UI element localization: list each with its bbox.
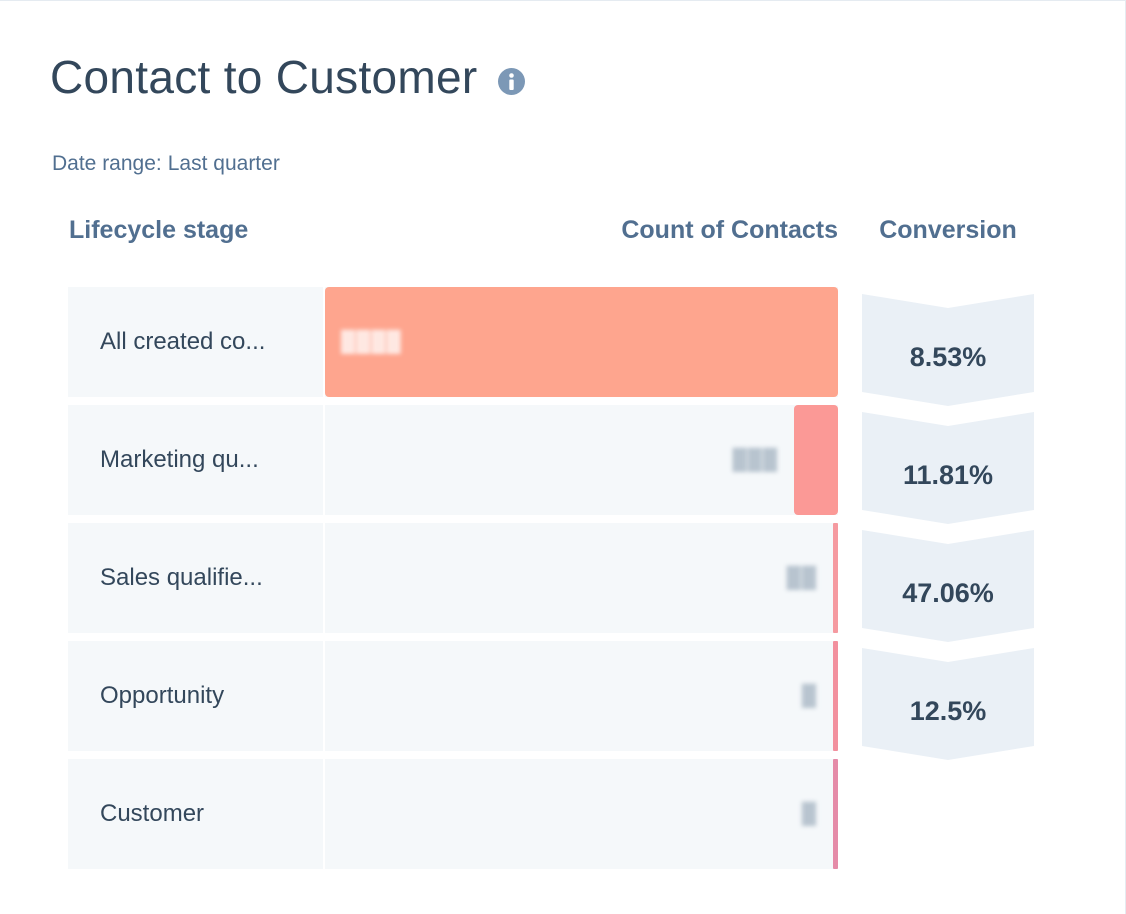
chevron-shape bbox=[862, 648, 1034, 760]
conversion-rate: 8.53% bbox=[909, 342, 987, 372]
stage-label: Sales qualifie... bbox=[100, 564, 263, 591]
funnel-bar[interactable] bbox=[325, 287, 838, 397]
column-header-lifecycle-stage: Lifecycle stage bbox=[69, 216, 249, 244]
conversion-chevron: 11.81% bbox=[862, 412, 1034, 524]
conversion-chevron: 12.5% bbox=[862, 648, 1034, 760]
date-range-label: Date range: bbox=[52, 152, 162, 175]
count-value: ███ bbox=[732, 449, 778, 471]
bar-cell: ████ bbox=[325, 287, 838, 397]
stage-label: Opportunity bbox=[100, 682, 225, 709]
funnel-row[interactable]: Sales qualifie... ██ bbox=[68, 523, 838, 633]
column-header-count: Count of Contacts bbox=[621, 216, 838, 244]
bar-cell: █ bbox=[325, 759, 838, 869]
stage-label-cell: Customer bbox=[68, 759, 323, 869]
chevron-polygon bbox=[862, 648, 1034, 760]
funnel-row[interactable]: Marketing qu... ███ bbox=[68, 405, 838, 515]
report-title: Contact to Customer bbox=[50, 51, 478, 103]
conversion-rate: 47.06% bbox=[902, 578, 994, 608]
count-value: ████ bbox=[341, 331, 402, 353]
chevron-polygon bbox=[862, 412, 1034, 524]
bar-cell: ███ bbox=[325, 405, 838, 515]
conversion-rate: 11.81% bbox=[902, 460, 994, 490]
funnel-bar[interactable] bbox=[794, 405, 838, 515]
date-range[interactable]: Date range: Last quarter bbox=[52, 151, 286, 177]
chevron-shape bbox=[862, 294, 1034, 406]
column-header-conversion: Conversion bbox=[879, 216, 1017, 244]
conversion-chevron: 8.53% bbox=[862, 294, 1034, 406]
info-icon[interactable] bbox=[497, 67, 525, 95]
stage-label: Customer bbox=[100, 800, 205, 827]
bar-cell: ██ bbox=[325, 523, 838, 633]
stage-label: All created co... bbox=[100, 328, 266, 355]
count-value: ██ bbox=[786, 567, 817, 589]
bar-cell: █ bbox=[325, 641, 838, 751]
chevron-polygon bbox=[862, 294, 1034, 406]
stage-label-cell: Opportunity bbox=[68, 641, 323, 751]
funnel-row[interactable]: Customer █ bbox=[68, 759, 838, 869]
funnel-row[interactable]: All created co... ████ bbox=[68, 287, 838, 397]
stage-label-cell: Marketing qu... bbox=[68, 405, 323, 515]
count-value: █ bbox=[801, 685, 817, 707]
stage-label: Marketing qu... bbox=[100, 446, 259, 473]
count-value: █ bbox=[801, 803, 817, 825]
chevron-polygon bbox=[862, 530, 1034, 642]
stage-label-cell: Sales qualifie... bbox=[68, 523, 323, 633]
conversion-chevron: 47.06% bbox=[862, 530, 1034, 642]
date-range-value: Last quarter bbox=[167, 152, 280, 175]
chevron-shape bbox=[862, 412, 1034, 524]
funnel-row[interactable]: Opportunity █ bbox=[68, 641, 838, 751]
funnel-bar[interactable] bbox=[833, 523, 838, 633]
funnel-bar[interactable] bbox=[833, 641, 838, 751]
report-header: Contact to Customer bbox=[50, 49, 525, 105]
conversion-rate: 12.5% bbox=[909, 696, 987, 726]
stage-label-cell: All created co... bbox=[68, 287, 323, 397]
funnel-bar[interactable] bbox=[833, 759, 838, 869]
chevron-shape bbox=[862, 530, 1034, 642]
